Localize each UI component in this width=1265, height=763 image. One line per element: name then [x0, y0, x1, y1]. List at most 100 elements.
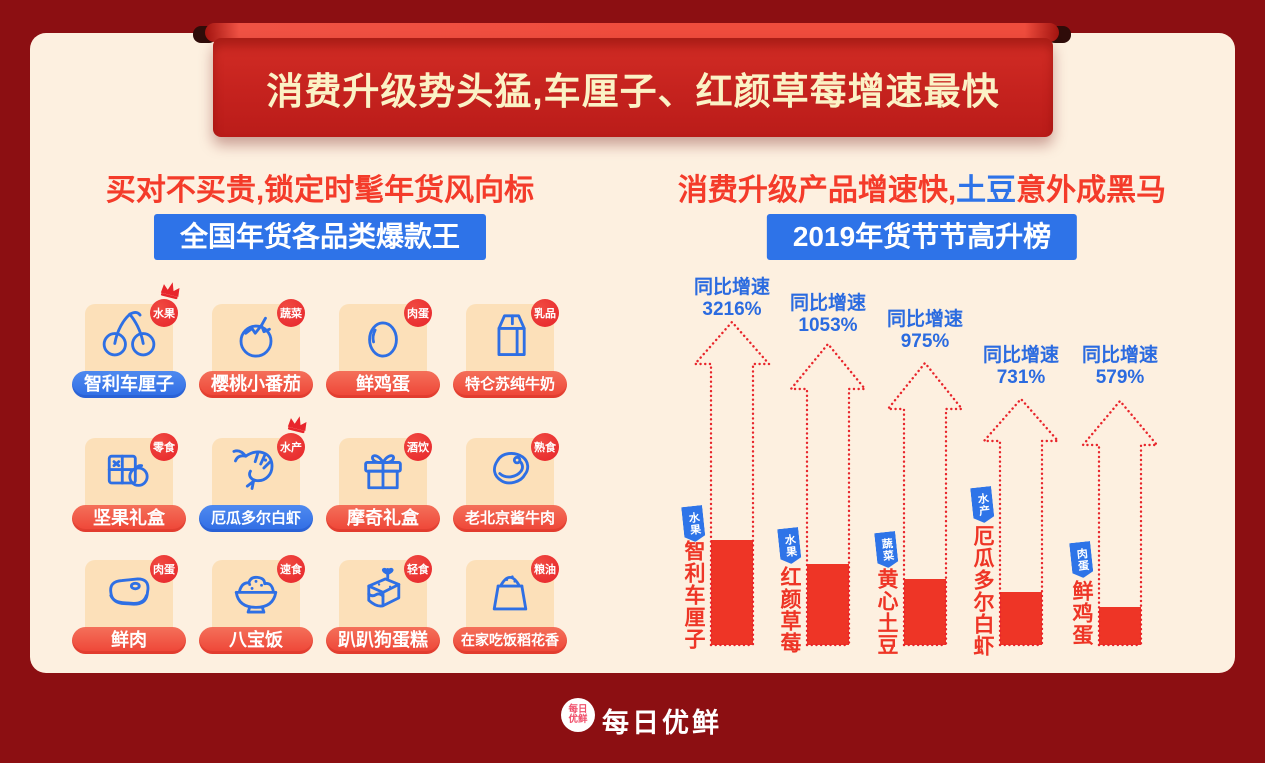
card-chilean-cherry: 水果: [85, 282, 180, 382]
product-name: 老北京酱牛肉: [453, 505, 567, 532]
milk-carton-icon: [497, 314, 526, 356]
product-card: 熟食 老北京酱牛肉: [453, 429, 567, 535]
growth-arrow: [789, 342, 867, 647]
bar-category-name: 红颜草莓: [778, 566, 801, 654]
product-name: 樱桃小番茄: [199, 371, 313, 398]
brand-logo-badge: 每日 优鲜: [561, 698, 595, 732]
rice-bag-icon: [492, 575, 528, 611]
growth-value: 1053%: [798, 315, 858, 336]
category-tag: 零食: [150, 433, 178, 461]
growth-arrow: [693, 320, 771, 647]
growth-label-caption: 同比增速: [693, 277, 770, 298]
card-fresh-meat: 肉蛋: [85, 555, 178, 638]
shrimp-icon: [232, 449, 274, 490]
growth-label: 同比增速 3216%: [652, 277, 812, 321]
brand-badge-line1: 每日: [568, 703, 588, 715]
growth-label: 同比增速 731%: [941, 345, 1101, 389]
growth-label-caption: 同比增速: [982, 345, 1059, 366]
card-nut-giftbox: 零食: [85, 433, 178, 516]
growth-label: 同比增速 579%: [1040, 345, 1200, 389]
product-name: 八宝饭: [199, 627, 313, 654]
rice-bowl-icon: [234, 575, 278, 614]
growth-arrow: [1081, 399, 1159, 647]
product-name: 坚果礼盒: [72, 505, 186, 532]
card-cherry-tomato: 蔬菜: [212, 299, 305, 382]
product-card: 速食 八宝饭: [199, 551, 313, 657]
card-papa-dog-cake: 轻食: [339, 555, 432, 638]
product-name: 鲜肉: [72, 627, 186, 654]
growth-label: 同比增速 975%: [845, 309, 1005, 353]
title-banner: 消费升级势头猛,车厘子、红颜草莓增速最快: [213, 38, 1053, 137]
product-card: 零食 坚果礼盒: [72, 429, 186, 535]
category-tag: 速食: [277, 555, 305, 583]
product-name: 鲜鸡蛋: [326, 371, 440, 398]
product-card: 蔬菜 樱桃小番茄: [199, 295, 313, 401]
fresh-meat-icon: [109, 577, 150, 606]
bar-category-name: 黄心土豆: [875, 568, 898, 656]
right-section-subtitle: 2019年货节节高升榜: [766, 214, 1078, 260]
growth-value: 731%: [996, 367, 1046, 388]
growth-label-caption: 同比增速: [886, 309, 963, 330]
product-card: 粮油 在家吃饭稻花香: [453, 551, 567, 657]
egg-icon: [368, 321, 398, 358]
bar-category-name: 鲜鸡蛋: [1070, 580, 1093, 646]
category-tag: 水果: [150, 299, 178, 327]
cherries-icon: [102, 311, 156, 357]
left-section-heading: 买对不买贵,锁定时髦年货风向标: [105, 174, 535, 207]
growth-label-caption: 同比增速: [789, 293, 866, 314]
gift-box-icon: [364, 454, 402, 490]
category-tag: 肉蛋: [404, 299, 432, 327]
product-name: 摩奇礼盒: [326, 505, 440, 532]
card-beijing-beef: 熟食: [466, 433, 559, 516]
card-fresh-egg: 肉蛋: [339, 299, 432, 382]
crown-icon: [287, 416, 307, 434]
braised-beef-icon: [493, 452, 530, 485]
product-card: 轻食 趴趴狗蛋糕: [326, 551, 440, 657]
card-white-shrimp: 水产: [212, 416, 307, 516]
product-name: 趴趴狗蛋糕: [326, 627, 440, 654]
cake-icon: [367, 567, 401, 608]
product-card: 乳品 特仑苏纯牛奶: [453, 295, 567, 401]
product-card: 肉蛋 鲜鸡蛋: [326, 295, 440, 401]
growth-arrow: [982, 397, 1060, 647]
growth-value: 3216%: [702, 299, 762, 320]
heading-highlight: 土豆: [956, 174, 1017, 207]
category-tag: 蔬菜: [277, 299, 305, 327]
card-moqi-giftbox: 酒饮: [339, 433, 432, 516]
category-tag: 轻食: [404, 555, 432, 583]
product-card: 酒饮 摩奇礼盒: [326, 429, 440, 535]
category-tag: 乳品: [531, 299, 559, 327]
growth-value: 975%: [900, 331, 950, 352]
card-rice-brand: 粮油: [466, 555, 559, 638]
product-name: 在家吃饭稻花香: [453, 627, 567, 654]
poster-title: 消费升级势头猛,车厘子、红颜草莓增速最快: [266, 70, 1000, 112]
product-name: 智利车厘子: [72, 371, 186, 398]
tomato-icon: [239, 316, 273, 358]
category-tag: 熟食: [531, 433, 559, 461]
heading-part1: 消费升级产品增速快,: [677, 174, 957, 207]
category-tag: 肉蛋: [150, 555, 178, 583]
scroll-rod: [205, 23, 1059, 42]
category-tag: 酒饮: [404, 433, 432, 461]
product-name: 厄瓜多尔白虾: [199, 505, 313, 532]
product-card: 肉蛋 鲜肉: [72, 551, 186, 657]
category-tag: 粮油: [531, 555, 559, 583]
left-section-subtitle: 全国年货各品类爆款王: [153, 214, 487, 260]
category-tag: 水产: [277, 433, 305, 461]
product-card: 水产 厄瓜多尔白虾: [199, 416, 313, 535]
growth-arrow: [886, 361, 964, 647]
gift-nut-icon: [107, 454, 149, 487]
product-card: 水果 智利车厘子: [72, 282, 186, 401]
growth-label-caption: 同比增速: [1081, 345, 1158, 366]
heading-part2: 意外成黑马: [1016, 174, 1167, 207]
card-eight-treasure-rice: 速食: [212, 555, 305, 638]
bar-category-name: 厄瓜多尔白虾: [971, 525, 994, 657]
bar-category-name: 智利车厘子: [682, 540, 705, 650]
brand-badge-line2: 优鲜: [568, 714, 588, 725]
product-name: 特仑苏纯牛奶: [453, 371, 567, 398]
crown-icon: [160, 282, 180, 300]
growth-label: 同比增速 1053%: [748, 293, 908, 337]
right-section-heading: 消费升级产品增速快,土豆意外成黑马: [678, 165, 1166, 209]
growth-value: 579%: [1095, 367, 1145, 388]
